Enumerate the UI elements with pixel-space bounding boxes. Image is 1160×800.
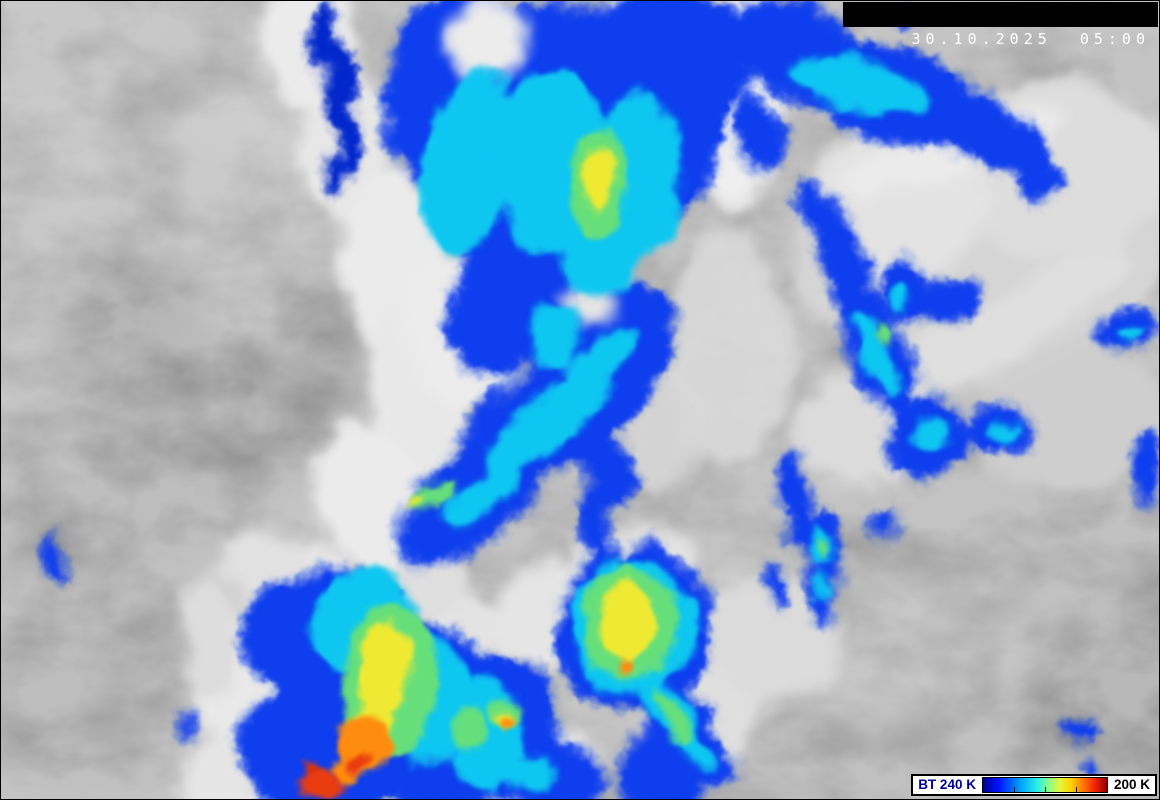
colorbar-gradient	[981, 777, 1108, 793]
colorbar-legend: BT 240 K 200 K	[911, 774, 1157, 796]
colorbar-min-label: BT 240 K	[918, 777, 976, 792]
colorbar-max-label: 200 K	[1113, 777, 1150, 792]
timestamp-overlay: 30.10.2025 05:00	[843, 2, 1158, 48]
timestamp-text: 30.10.2025 05:00	[911, 30, 1150, 48]
